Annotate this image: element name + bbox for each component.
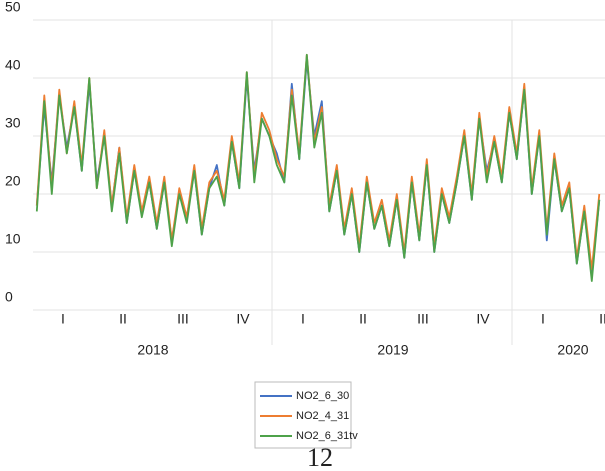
legend: NO2_6_30 NO2_4_31 NO2_6_31tv (260, 390, 358, 442)
x-tick-label: I (61, 311, 65, 327)
x-tick-label: III (177, 311, 189, 327)
year-label: 2018 (137, 342, 168, 358)
y-tick-label: 20 (5, 173, 21, 189)
legend-label: NO2_6_30 (296, 390, 349, 402)
x-tick-label: III (417, 311, 429, 327)
series-line (35, 53, 601, 282)
x-tick-label: IV (236, 311, 250, 327)
x-tick-label: II (359, 311, 367, 327)
y-tick-label: 0 (5, 289, 13, 305)
series-line (35, 53, 601, 271)
legend-label: NO2_6_31tv (296, 430, 358, 442)
y-tick-label: 10 (5, 231, 21, 247)
x-tick-label: I (301, 311, 305, 327)
page-number: 12 (307, 443, 333, 466)
legend-label: NO2_4_31 (296, 410, 349, 422)
x-tick-label: II (119, 311, 127, 327)
x-tick-label: I (541, 311, 545, 327)
y-tick-label: 30 (5, 115, 21, 131)
year-label: 2019 (377, 342, 408, 358)
year-label: 2020 (557, 342, 588, 358)
x-tick-label: II (599, 311, 605, 327)
y-tick-label: 50 (5, 0, 21, 15)
x-tick-label: IV (476, 311, 490, 327)
y-tick-label: 40 (5, 57, 21, 73)
